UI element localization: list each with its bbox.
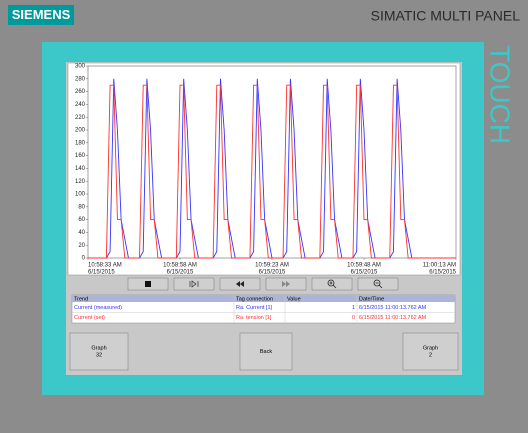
button-label: Graph	[91, 345, 106, 351]
y-tick-label: 220	[75, 115, 86, 121]
table-cell: 0	[352, 315, 355, 321]
table-header: Value	[287, 296, 301, 302]
table-header: Date/Time	[359, 296, 384, 302]
x-tick-label: 10:59:48 AM	[347, 263, 381, 269]
x-tick-date: 6/15/2015	[259, 270, 286, 276]
step-button[interactable]	[173, 277, 215, 291]
x-tick-date: 6/15/2015	[429, 270, 456, 276]
y-tick-label: 40	[78, 230, 85, 236]
logo-box	[8, 5, 74, 25]
y-tick-label: 100	[75, 192, 86, 198]
y-tick-label: 260	[75, 89, 86, 95]
table-cell: 6/15/2015 11:00:13.762 AM	[359, 315, 427, 321]
x-tick-date: 6/15/2015	[351, 270, 378, 276]
y-tick-label: 240	[75, 102, 86, 108]
table-cell: 1	[352, 305, 355, 311]
x-tick-date: 6/15/2015	[167, 270, 194, 276]
y-tick-label: 60	[78, 217, 85, 223]
zoom-in-button[interactable]	[311, 277, 353, 291]
graph-32-button[interactable]: Graph 32	[69, 332, 129, 371]
toolbar	[127, 277, 399, 291]
rewind-button[interactable]	[219, 277, 261, 291]
table-header: Trend	[74, 296, 88, 302]
table-cell: 6/15/2015 11:00:13.762 AM	[359, 305, 427, 311]
button-label: 32	[96, 352, 102, 358]
y-tick-label: 300	[75, 64, 86, 70]
table-cell: Ra. Current [1]	[236, 305, 273, 311]
stop-button[interactable]	[127, 277, 169, 291]
brand: SIEMENS	[12, 7, 71, 22]
button-label: Back	[260, 349, 272, 355]
y-tick-label: 160	[75, 153, 86, 159]
x-tick-label: 10:59:23 AM	[255, 263, 289, 269]
x-tick-label: 10:58:33 AM	[88, 263, 122, 269]
y-tick-label: 280	[75, 76, 86, 82]
y-tick-label: 200	[75, 128, 86, 134]
button-label: 2	[429, 352, 432, 358]
touch-label: TOUCH	[485, 45, 516, 144]
y-tick-label: 80	[78, 204, 85, 210]
y-tick-label: 180	[75, 140, 86, 146]
y-tick-label: 20	[78, 243, 85, 249]
table-cell: Ra. tension [1]	[236, 315, 272, 321]
graph-2-button[interactable]: Graph 2	[402, 332, 459, 371]
table-header: Tag connection	[236, 296, 273, 302]
trend-name: Current (set)	[74, 315, 105, 321]
trend-line	[88, 84, 456, 259]
x-tick-date: 6/15/2015	[88, 270, 115, 276]
panel-name: SIMATIC MULTI PANEL	[371, 8, 521, 24]
trend-line	[88, 78, 456, 259]
trend-name: Current (measured)	[74, 305, 122, 311]
zoom-out-button[interactable]	[357, 277, 399, 291]
y-tick-label: 140	[75, 166, 86, 172]
y-tick-label: 120	[75, 179, 86, 185]
forward-button[interactable]	[265, 277, 307, 291]
back-button[interactable]: Back	[239, 332, 293, 371]
button-label: Graph	[423, 345, 438, 351]
x-tick-label: 10:58:58 AM	[163, 263, 197, 269]
x-tick-label: 11:00:13 AM	[423, 263, 456, 269]
trend-table: Trend Tag connection Value Date/Time Cur…	[71, 294, 456, 324]
y-tick-label: 0	[82, 256, 86, 262]
trend-chart: 0 20 40 60 80 100 120 140 160 180 200 220 240 260 280 3…	[75, 64, 457, 276]
